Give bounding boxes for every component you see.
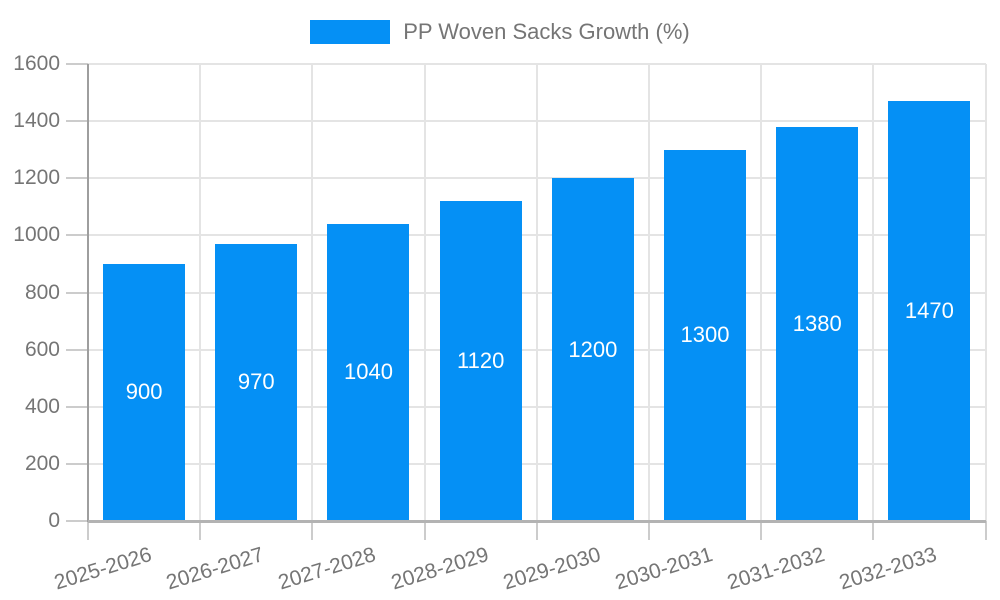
x-tick [647,521,650,540]
legend-label: PP Woven Sacks Growth (%) [403,19,690,44]
y-tick [66,63,88,65]
y-tick-label: 1400 [13,109,60,133]
y-axis-line [87,64,89,522]
v-gridline [311,64,314,521]
bar [776,126,859,521]
x-tick [984,521,987,540]
x-axis-line [88,520,986,523]
x-tick [535,521,538,540]
y-tick-label: 1600 [13,52,60,75]
bar-value-label: 900 [125,379,163,405]
y-tick [66,405,88,408]
bar-value-label: 1300 [680,322,730,348]
y-tick-label: 1200 [13,166,60,190]
y-tick-label: 800 [24,280,60,304]
y-tick-label: 400 [24,394,60,418]
x-tick [872,521,875,540]
bar [439,201,522,521]
x-tick [199,521,202,540]
bar-value-label: 970 [237,369,275,395]
x-tick [87,521,89,540]
v-gridline [423,64,426,521]
y-tick [66,462,88,465]
v-gridline [984,64,987,521]
y-tick [66,234,88,237]
bar [664,149,747,521]
bar-value-label: 1470 [904,298,954,324]
bar-value-label: 1040 [343,359,393,385]
bar [551,178,634,521]
y-tick [66,520,88,522]
y-tick-label: 600 [24,337,60,361]
y-tick-label: 200 [24,451,60,475]
bar [103,263,186,521]
x-tick [423,521,426,540]
v-gridline [872,64,875,521]
bar-value-label: 1120 [457,348,505,374]
v-gridline [647,64,650,521]
y-tick-label: 1000 [13,223,60,247]
y-tick [66,291,88,294]
bar-value-label: 1200 [568,336,618,362]
legend: PP Woven Sacks Growth (%) [0,18,1000,46]
v-gridline [199,64,202,521]
y-tick-label: 0 [48,509,60,532]
x-tick [760,521,763,540]
v-gridline [535,64,538,521]
bar-value-label: 1380 [792,310,842,336]
y-tick [66,177,88,180]
legend-swatch [310,20,391,44]
bar [888,101,971,521]
x-tick [311,521,314,540]
bar [215,243,298,521]
bar [327,223,410,521]
v-gridline [760,64,763,521]
y-tick [66,348,88,351]
y-tick [66,120,88,123]
